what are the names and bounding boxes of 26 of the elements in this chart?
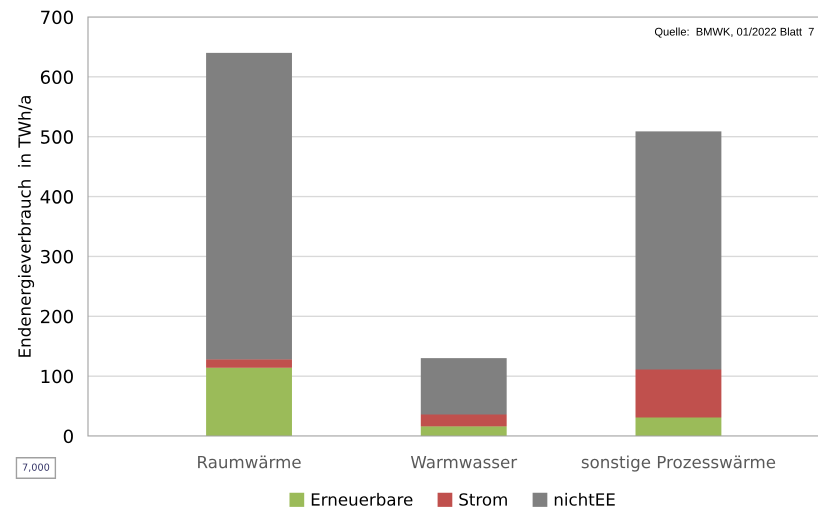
y-tick-label: 400 bbox=[40, 190, 73, 204]
x-tick-label: Raumwärme bbox=[198, 455, 301, 468]
bar bbox=[636, 370, 722, 418]
legend-label: Strom bbox=[459, 493, 507, 506]
bar bbox=[420, 426, 507, 436]
y-tick-label: 500 bbox=[41, 130, 73, 144]
x-tick-label: sonstige Prozesswärme bbox=[582, 455, 776, 472]
y-tick-label: 300 bbox=[41, 250, 73, 264]
legend-label: Erneuerbare bbox=[312, 492, 412, 506]
y-tick-label: 600 bbox=[40, 70, 73, 84]
y-tick-label: 100 bbox=[42, 370, 73, 384]
bar bbox=[420, 358, 507, 414]
y-tick-label: 0 bbox=[64, 429, 73, 444]
text: 7,000 bbox=[22, 463, 50, 472]
legend-label: nichtEE bbox=[554, 492, 615, 506]
bar bbox=[636, 131, 722, 370]
bar bbox=[206, 368, 292, 436]
bar bbox=[206, 52, 292, 360]
bar bbox=[636, 417, 722, 436]
y-tick-label: 200 bbox=[40, 310, 73, 324]
x-tick-label: Warmwasser bbox=[410, 456, 518, 468]
bar bbox=[420, 414, 507, 426]
y-tick-label: 700 bbox=[41, 10, 73, 24]
annotation: Quelle: BMWK, 01/2022 Blatt 7 bbox=[654, 27, 814, 38]
y-axis-title: Endenergieverbrauch in TWh/a bbox=[18, 96, 34, 357]
bar bbox=[206, 359, 292, 368]
